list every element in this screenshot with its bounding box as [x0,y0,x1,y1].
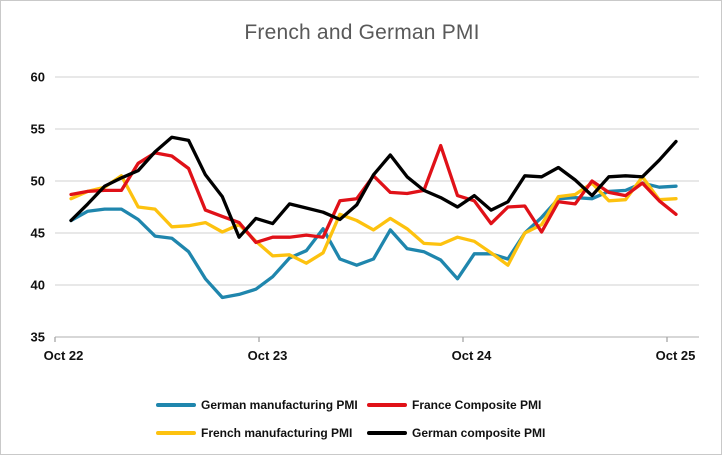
legend-swatch-german-manufacturing-pmi [156,403,196,407]
series-line-french-manufacturing-pmi [69,174,678,267]
chart-title: French and German PMI [244,21,480,44]
legend-item-france-composite-pmi: France Composite PMI [367,391,541,419]
chart-legend: German manufacturing PMI France Composite… [1,391,721,447]
y-tick-label: 40 [31,278,45,293]
y-tick-label: 50 [31,174,45,189]
legend-item-french-manufacturing-pmi: French manufacturing PMI [156,419,352,447]
legend-item-german-composite-pmi: German composite PMI [367,419,545,447]
y-tick-label: 35 [31,330,45,345]
legend-swatch-french-manufacturing-pmi [156,431,196,435]
x-tick-label: Oct 25 [656,348,696,363]
series-line-german-manufacturing-pmi [69,181,678,300]
legend-label: German composite PMI [412,426,546,440]
series-line-france-composite-pmi [69,143,678,245]
legend-label: France Composite PMI [412,398,542,412]
legend-swatch-german-composite-pmi [367,431,407,435]
x-tick-label: Oct 23 [248,348,288,363]
legend-row: French manufacturing PMI German composite… [1,419,721,447]
y-tick-label: 45 [31,226,45,241]
x-tick-label: Oct 24 [452,348,493,363]
x-tick-label: Oct 22 [44,348,84,363]
y-tick-label: 60 [31,70,45,85]
series-line-german-composite-pmi [69,135,678,239]
legend-item-german-manufacturing-pmi: German manufacturing PMI [156,391,358,419]
legend-label: German manufacturing PMI [201,398,358,412]
legend-row: German manufacturing PMI France Composite… [1,391,721,419]
legend-label: French manufacturing PMI [201,426,353,440]
y-tick-label: 55 [31,122,45,137]
legend-swatch-france-composite-pmi [367,403,407,407]
